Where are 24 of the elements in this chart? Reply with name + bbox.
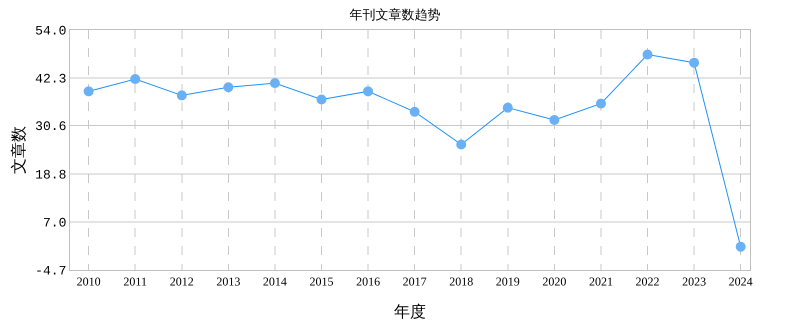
y-tick-label: 42.3 bbox=[35, 71, 66, 86]
y-tick-label: 30.6 bbox=[35, 119, 66, 134]
chart-title: 年刊文章数趋势 bbox=[350, 7, 440, 22]
x-tick-label: 2017 bbox=[402, 274, 427, 288]
y-tick-label: 18.8 bbox=[35, 167, 66, 182]
x-tick-label: 2021 bbox=[588, 274, 613, 288]
y-tick-label: 7.0 bbox=[42, 216, 66, 231]
y-axis-title: 文章数 bbox=[10, 126, 28, 174]
y-tick-label: 54.0 bbox=[35, 24, 66, 39]
x-tick-label: 2012 bbox=[170, 274, 194, 288]
x-tick-label: 2018 bbox=[449, 274, 474, 288]
x-tick-label: 2019 bbox=[496, 274, 520, 288]
x-tick-label: 2023 bbox=[682, 274, 706, 288]
x-tick-label: 2022 bbox=[636, 274, 660, 288]
x-axis-title: 年度 bbox=[394, 303, 426, 322]
x-tick-label: 2020 bbox=[542, 274, 566, 288]
x-tick-label: 2013 bbox=[216, 274, 240, 288]
x-tick-label: 2014 bbox=[262, 274, 287, 288]
x-tick-label: 2010 bbox=[76, 274, 101, 288]
x-tick-label: 2024 bbox=[728, 274, 753, 288]
x-tick-label: 2011 bbox=[123, 274, 147, 288]
x-tick-label: 2015 bbox=[310, 274, 334, 288]
x-tick-label: 2016 bbox=[356, 274, 380, 288]
y-tick-label: -4.7 bbox=[35, 264, 66, 279]
